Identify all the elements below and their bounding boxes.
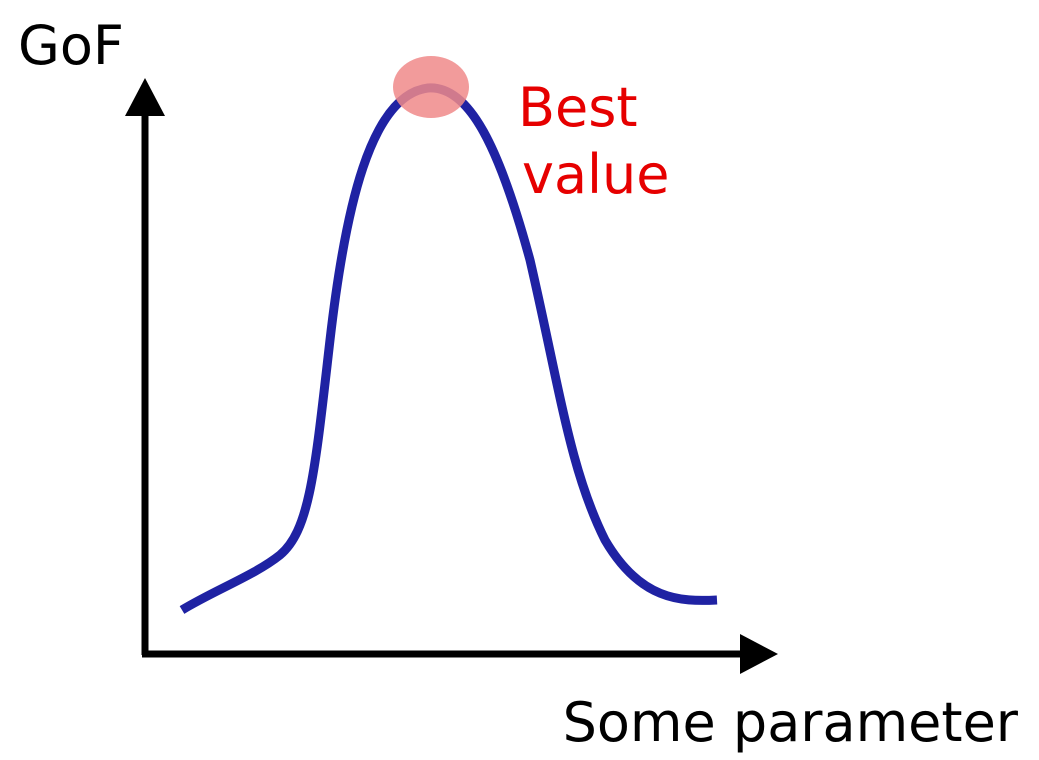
x-axis-label: Some parameter bbox=[563, 691, 1019, 754]
y-axis-label: GoF bbox=[18, 14, 124, 77]
best-value-label-line2: value bbox=[522, 143, 670, 206]
best-value-label-line1: Best bbox=[518, 76, 638, 139]
x-axis-arrowhead bbox=[740, 634, 778, 674]
best-value-marker bbox=[393, 56, 469, 118]
y-axis-arrowhead bbox=[125, 78, 165, 116]
